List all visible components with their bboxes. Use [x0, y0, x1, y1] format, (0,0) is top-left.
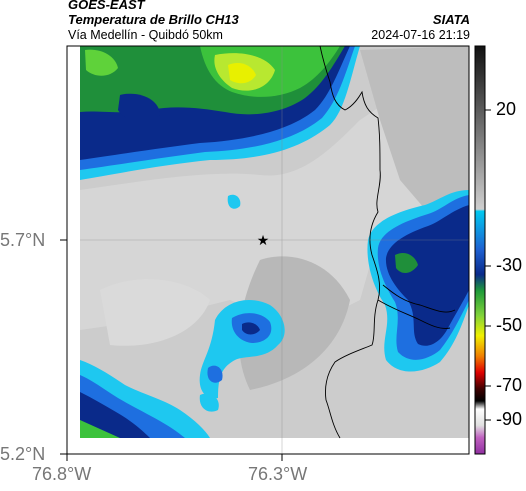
lat-label-5-7: 5.7°N [0, 230, 46, 250]
organization-label: SIATA [432, 12, 470, 27]
satellite-name: GOES-EAST [68, 0, 145, 12]
datetime-label: 2024-07-16 21:19 [371, 28, 470, 42]
product-title: Temperatura de Brillo CH13 [68, 12, 239, 27]
colorbar [474, 45, 486, 455]
brightness-temperature-field [80, 46, 469, 438]
star-icon: ★ [257, 233, 270, 249]
map-frame [66, 45, 470, 455]
colorbar-label-minus30: -30 [496, 255, 523, 275]
route-subtitle: Vía Medellín - Quibdó 50km [68, 28, 223, 42]
colorbar-label-minus90: -90 [496, 409, 523, 429]
colorbar-label-minus70: -70 [496, 375, 523, 395]
coastline-borders [319, 45, 456, 439]
lon-label-76-3: 76.3°W [248, 464, 308, 484]
colorbar-ticks [485, 109, 491, 421]
map-gridlines [80, 46, 469, 454]
lat-label-5-2: 5.2°N [0, 444, 46, 464]
axis-ticks [60, 239, 283, 461]
lon-label-76-8: 76.8°W [32, 464, 92, 484]
map-no-data-band [80, 438, 469, 454]
colorbar-label-20: 20 [496, 99, 517, 119]
colorbar-label-minus50: -50 [496, 315, 523, 335]
